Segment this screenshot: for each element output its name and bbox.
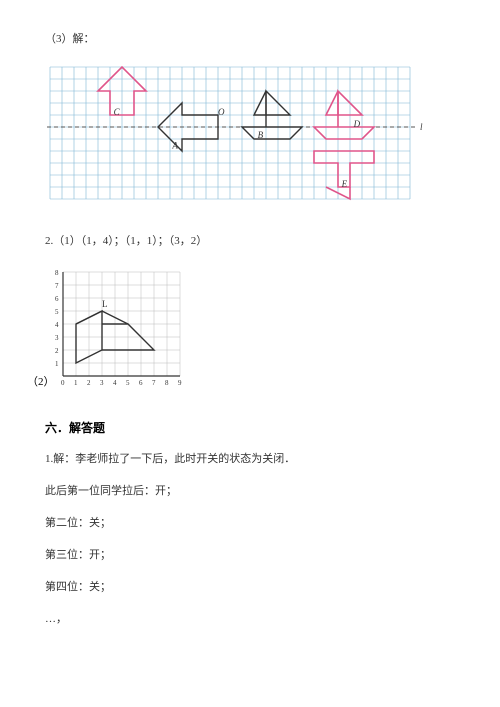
svg-text:8: 8: [55, 269, 59, 277]
svg-text:O: O: [218, 107, 225, 117]
svg-text:4: 4: [113, 379, 117, 387]
svg-text:l: l: [420, 122, 423, 132]
svg-text:0: 0: [61, 379, 65, 387]
answer-1-line4: 第三位：开；: [45, 546, 455, 562]
svg-text:4: 4: [55, 321, 59, 329]
svg-text:2: 2: [55, 347, 59, 355]
answer-1-line6: …，: [45, 610, 455, 626]
svg-text:2: 2: [87, 379, 91, 387]
svg-text:6: 6: [139, 379, 143, 387]
section-6-heading: 六．解答题: [45, 419, 455, 436]
svg-text:6: 6: [55, 295, 59, 303]
svg-text:5: 5: [126, 379, 130, 387]
svg-text:D: D: [353, 119, 361, 129]
svg-text:3: 3: [55, 334, 59, 342]
answer-1-line5: 第四位：关；: [45, 578, 455, 594]
question-3-label: （3）解：: [45, 30, 455, 46]
svg-text:C: C: [114, 107, 121, 117]
svg-text:5: 5: [55, 308, 59, 316]
answer-1-line3: 第二位：关；: [45, 514, 455, 530]
figure-2-container: （2） 012345678912345678L: [45, 264, 455, 399]
svg-text:9: 9: [178, 379, 182, 387]
svg-text:E: E: [341, 179, 348, 189]
figure-1-svg: l O A B C D E: [45, 62, 425, 212]
question-2-sub2-label: （2）: [27, 373, 55, 389]
figure-1-container: l O A B C D E: [45, 62, 455, 212]
svg-text:1: 1: [74, 379, 78, 387]
answer-1-line2: 此后第一位同学拉后：开；: [45, 482, 455, 498]
svg-text:3: 3: [100, 379, 104, 387]
question-2-coords: 2.（1）（1，4）；（1，1）；（3，2）: [45, 232, 455, 248]
svg-text:B: B: [258, 130, 264, 140]
figure-2-svg: 0 1 2 3 4 5 6 7 8 9 1 2 3 4 5 6 7 8 L: [45, 264, 195, 399]
svg-text:1: 1: [55, 360, 59, 368]
svg-text:7: 7: [152, 379, 156, 387]
svg-text:A: A: [171, 141, 178, 151]
answer-1-main: 1.解：李老师拉了一下后，此时开关的状态为关闭．: [45, 450, 455, 466]
svg-text:8: 8: [165, 379, 169, 387]
svg-text:7: 7: [55, 282, 59, 290]
svg-text:L: L: [102, 299, 108, 309]
